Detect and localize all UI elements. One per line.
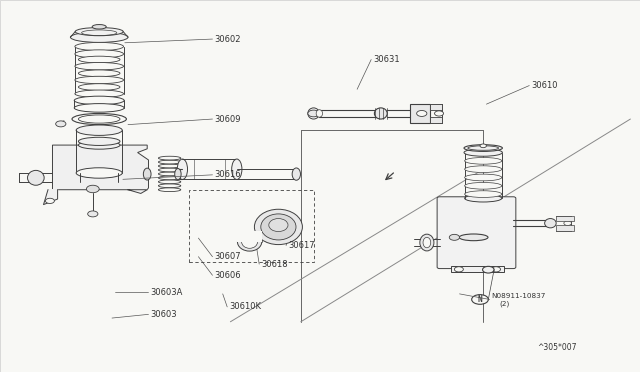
Ellipse shape xyxy=(308,108,319,119)
Ellipse shape xyxy=(465,166,502,173)
Polygon shape xyxy=(128,190,147,193)
Ellipse shape xyxy=(159,168,181,172)
Bar xyxy=(430,104,442,110)
Ellipse shape xyxy=(237,232,262,251)
Text: N08911-10837: N08911-10837 xyxy=(492,293,546,299)
Polygon shape xyxy=(44,190,58,205)
Ellipse shape xyxy=(374,108,387,119)
Ellipse shape xyxy=(292,168,301,180)
Circle shape xyxy=(449,234,460,240)
Ellipse shape xyxy=(76,125,122,135)
Ellipse shape xyxy=(159,172,181,176)
Ellipse shape xyxy=(74,104,124,112)
Ellipse shape xyxy=(316,110,323,117)
Ellipse shape xyxy=(79,115,120,123)
Ellipse shape xyxy=(159,164,181,168)
Ellipse shape xyxy=(423,237,431,248)
Text: 30631: 30631 xyxy=(373,55,400,64)
Text: 30610: 30610 xyxy=(531,81,557,90)
Ellipse shape xyxy=(75,42,124,51)
Ellipse shape xyxy=(79,84,120,90)
Text: ^305*007: ^305*007 xyxy=(537,343,577,352)
Ellipse shape xyxy=(464,145,502,151)
Ellipse shape xyxy=(465,191,502,198)
Circle shape xyxy=(564,221,572,225)
Ellipse shape xyxy=(76,28,123,36)
Circle shape xyxy=(88,211,98,217)
Circle shape xyxy=(417,110,427,116)
Ellipse shape xyxy=(28,170,44,185)
Circle shape xyxy=(86,185,99,193)
Ellipse shape xyxy=(177,159,188,179)
Ellipse shape xyxy=(159,160,181,164)
Ellipse shape xyxy=(75,62,124,70)
Circle shape xyxy=(454,267,463,272)
Circle shape xyxy=(56,121,66,127)
Bar xyxy=(410,104,430,123)
Ellipse shape xyxy=(159,184,181,187)
Ellipse shape xyxy=(159,180,181,184)
Ellipse shape xyxy=(465,157,502,164)
Ellipse shape xyxy=(465,182,502,189)
Bar xyxy=(237,231,262,242)
Ellipse shape xyxy=(460,234,488,241)
Ellipse shape xyxy=(159,156,181,160)
Ellipse shape xyxy=(74,96,124,105)
Circle shape xyxy=(492,267,500,272)
Circle shape xyxy=(472,295,488,304)
Ellipse shape xyxy=(254,209,302,245)
Ellipse shape xyxy=(468,146,499,150)
Ellipse shape xyxy=(79,137,120,145)
Ellipse shape xyxy=(79,141,120,149)
Ellipse shape xyxy=(465,195,502,202)
Text: 30616: 30616 xyxy=(214,170,241,179)
Ellipse shape xyxy=(175,169,181,180)
Ellipse shape xyxy=(261,214,296,240)
Text: 30606: 30606 xyxy=(214,271,241,280)
FancyBboxPatch shape xyxy=(437,197,516,269)
Text: 30610K: 30610K xyxy=(229,302,261,311)
Ellipse shape xyxy=(420,234,434,251)
Ellipse shape xyxy=(159,176,181,180)
Text: N: N xyxy=(477,295,483,304)
Circle shape xyxy=(480,144,486,148)
Ellipse shape xyxy=(232,159,242,179)
Ellipse shape xyxy=(545,219,556,228)
Bar xyxy=(430,117,442,123)
Text: 30618: 30618 xyxy=(261,260,288,269)
Text: 30603: 30603 xyxy=(150,310,177,319)
Text: (2): (2) xyxy=(499,301,509,307)
Bar xyxy=(556,225,574,231)
Ellipse shape xyxy=(75,90,124,97)
Ellipse shape xyxy=(70,32,128,42)
Ellipse shape xyxy=(465,174,502,181)
Text: 30603A: 30603A xyxy=(150,288,183,296)
Ellipse shape xyxy=(79,70,120,77)
Bar xyxy=(451,266,504,272)
Ellipse shape xyxy=(75,76,124,84)
Circle shape xyxy=(483,266,494,273)
Text: 30602: 30602 xyxy=(214,35,241,44)
Ellipse shape xyxy=(79,56,120,63)
Ellipse shape xyxy=(72,113,127,125)
Ellipse shape xyxy=(143,168,151,180)
Text: 30617: 30617 xyxy=(288,241,315,250)
Ellipse shape xyxy=(464,149,502,156)
Bar xyxy=(556,216,574,221)
Ellipse shape xyxy=(75,50,124,58)
Ellipse shape xyxy=(76,168,122,178)
Circle shape xyxy=(435,111,444,116)
Bar xyxy=(189,190,314,262)
Ellipse shape xyxy=(269,219,288,231)
Polygon shape xyxy=(52,145,148,190)
Circle shape xyxy=(45,198,54,203)
Ellipse shape xyxy=(159,188,181,192)
Text: 30609: 30609 xyxy=(214,115,241,124)
Ellipse shape xyxy=(242,235,258,248)
Text: 30607: 30607 xyxy=(214,252,241,261)
Circle shape xyxy=(308,110,319,117)
Ellipse shape xyxy=(92,25,106,29)
